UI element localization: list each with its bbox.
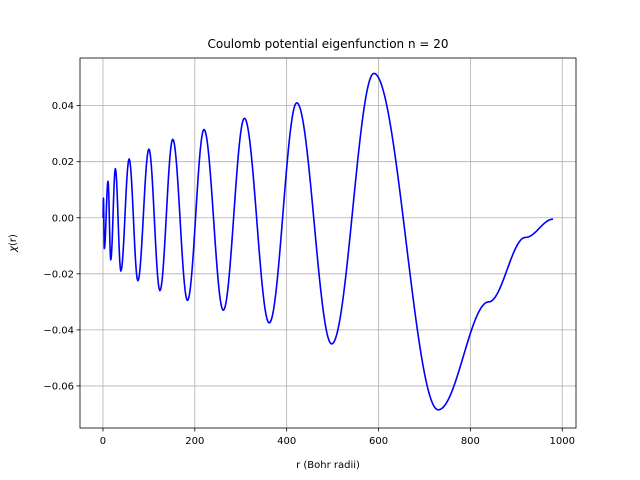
y-ticks: −0.06 −0.04 −0.02 0.00 0.02 0.04 — [43, 101, 80, 392]
x-tick-label: 200 — [185, 436, 204, 447]
x-tick-label: 400 — [277, 436, 296, 447]
x-tick-label: 800 — [461, 436, 480, 447]
y-tick-label: −0.02 — [43, 269, 74, 280]
y-axis-label-symbol: χ — [8, 245, 19, 253]
y-tick-label: −0.04 — [43, 325, 74, 336]
grid — [80, 58, 576, 428]
x-tick-label: 600 — [369, 436, 388, 447]
series-group — [102, 72, 554, 411]
x-ticks: 0 200 400 600 800 1000 — [100, 428, 575, 447]
y-tick-label: 0.00 — [52, 213, 74, 224]
y-axis-label-arg: (r) — [8, 234, 19, 246]
y-axis-label: χ(r) — [8, 234, 19, 253]
x-tick-label: 0 — [100, 436, 106, 447]
series-line — [102, 72, 554, 411]
chart-title: Coulomb potential eigenfunction n = 20 — [207, 37, 448, 51]
plot-frame — [79, 57, 577, 429]
y-tick-label: 0.04 — [52, 101, 74, 112]
x-axis-label: r (Bohr radii) — [296, 460, 360, 471]
y-tick-label: 0.02 — [52, 157, 74, 168]
x-tick-label: 1000 — [549, 436, 574, 447]
y-tick-label: −0.06 — [43, 381, 74, 392]
